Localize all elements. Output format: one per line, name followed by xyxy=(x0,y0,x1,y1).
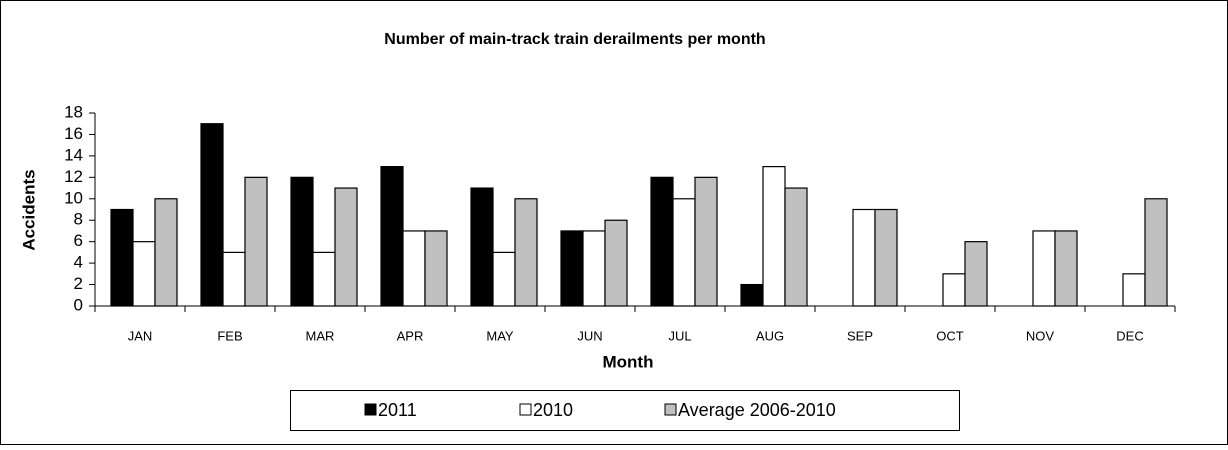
bar xyxy=(784,187,808,307)
y-tick-label: 12 xyxy=(64,167,83,186)
x-tick-label: NOV xyxy=(1026,328,1055,343)
bar xyxy=(312,251,336,307)
x-tick-label: MAR xyxy=(306,328,335,343)
x-tick-label: JAN xyxy=(128,328,153,343)
y-axis-title: Accidents xyxy=(19,169,38,250)
bar xyxy=(582,230,606,307)
bar xyxy=(672,198,696,307)
bar xyxy=(402,230,426,307)
x-tick-label: JUL xyxy=(668,328,691,343)
legend-label: 2010 xyxy=(533,400,573,420)
bar xyxy=(1122,273,1146,307)
chart-title: Number of main-track train derailments p… xyxy=(384,31,765,48)
bar xyxy=(942,273,966,307)
bar xyxy=(560,230,584,307)
bar xyxy=(1032,230,1056,307)
bar xyxy=(110,208,134,307)
bar xyxy=(154,198,178,307)
x-axis-title: Month xyxy=(603,352,654,371)
bar xyxy=(244,176,268,307)
y-tick-label: 4 xyxy=(74,253,83,272)
bar xyxy=(290,176,314,307)
bar xyxy=(132,241,156,307)
bar xyxy=(694,176,718,307)
bar xyxy=(1144,198,1168,307)
bar xyxy=(740,283,764,307)
x-tick-label: JUN xyxy=(577,328,602,343)
bar xyxy=(424,230,448,307)
x-tick-label: MAY xyxy=(486,328,514,343)
bar xyxy=(380,166,404,307)
bar xyxy=(874,208,898,307)
bar xyxy=(222,251,246,307)
bar xyxy=(650,176,674,307)
bar xyxy=(492,251,516,307)
y-tick-label: 10 xyxy=(64,188,83,207)
x-tick-label: DEC xyxy=(1116,328,1143,343)
legend-box xyxy=(290,390,960,431)
y-tick-label: 6 xyxy=(74,231,83,250)
bar xyxy=(964,241,988,307)
y-tick-label: 0 xyxy=(74,295,83,314)
y-tick-label: 18 xyxy=(64,102,83,121)
x-tick-label: FEB xyxy=(217,328,242,343)
x-tick-label: SEP xyxy=(847,328,873,343)
bar xyxy=(514,198,538,307)
legend-swatch xyxy=(519,403,532,416)
bar xyxy=(852,208,876,307)
y-tick-label: 14 xyxy=(64,145,83,164)
bar xyxy=(200,123,224,307)
bar xyxy=(1054,230,1078,307)
bar xyxy=(334,187,358,307)
x-tick-label: AUG xyxy=(756,328,784,343)
x-tick-label: OCT xyxy=(936,328,964,343)
y-tick-label: 8 xyxy=(74,210,83,229)
y-tick-label: 2 xyxy=(74,274,83,293)
legend-label: 2011 xyxy=(378,400,417,420)
legend-swatch xyxy=(664,403,677,416)
bar xyxy=(470,187,494,307)
bar xyxy=(762,166,786,307)
legend-label: Average 2006-2010 xyxy=(678,400,836,420)
legend-swatch xyxy=(364,403,377,416)
y-tick-label: 16 xyxy=(64,124,83,143)
x-tick-label: APR xyxy=(397,328,424,343)
bar xyxy=(604,219,628,307)
